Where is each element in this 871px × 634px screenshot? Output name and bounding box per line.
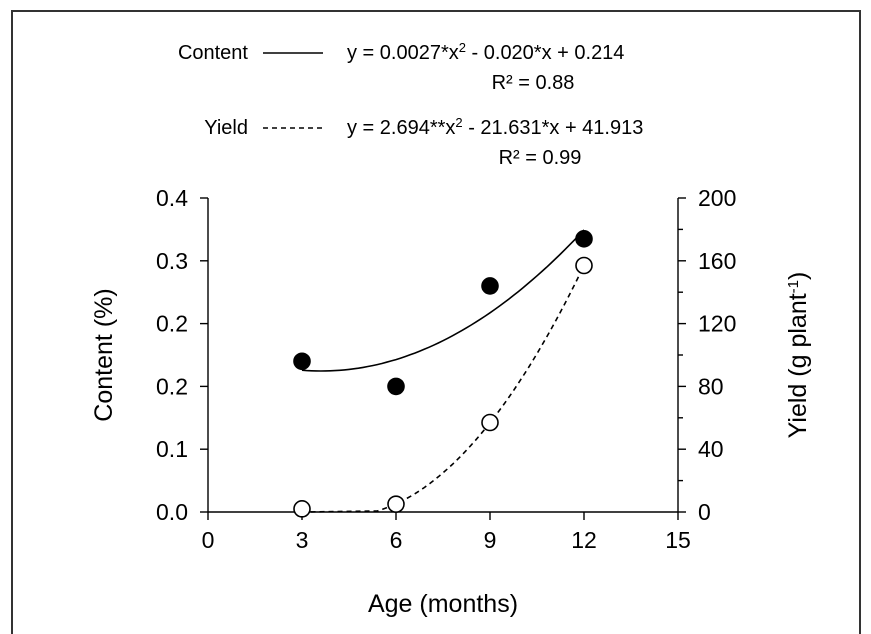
- legend-label-content: Content: [178, 42, 248, 64]
- legend-r2-yield: R² = 0.99: [499, 147, 582, 169]
- x-ticks: 0 3 6 9 12 15: [202, 512, 691, 553]
- legend-entry-yield: Yield y = 2.694**x2 - 21.631*x + 41.913 …: [204, 115, 643, 170]
- x-tick-label: 6: [390, 527, 403, 553]
- point-content: [387, 377, 405, 396]
- fit-line-yield: [301, 265, 585, 513]
- figure-border: [11, 10, 861, 634]
- fit-lines: [301, 229, 585, 513]
- x-axis-title: Age (months): [368, 590, 518, 618]
- right-tick-label: 40: [698, 436, 724, 462]
- point-content: [293, 352, 311, 371]
- x-tick-label: 12: [571, 527, 597, 553]
- left-tick-label: 0.0: [156, 499, 188, 525]
- legend-entry-content: Content y = 0.0027*x2 - 0.020*x + 0.214 …: [178, 40, 625, 95]
- right-ticks: 0 40 80 120 160 200: [678, 185, 736, 525]
- left-tick-label: 0.4: [156, 185, 188, 211]
- left-tick-label: 0.3: [156, 248, 188, 274]
- legend-r2-content: R² = 0.88: [492, 72, 575, 94]
- x-tick-label: 9: [484, 527, 497, 553]
- point-yield: [293, 500, 311, 518]
- left-axis-title: Content (%): [90, 288, 118, 421]
- point-content: [575, 230, 593, 248]
- right-tick-label: 0: [698, 499, 711, 525]
- legend-equation-content: y = 0.0027*x2 - 0.020*x + 0.214: [347, 40, 624, 65]
- right-tick-label: 80: [698, 373, 724, 399]
- right-tick-label: 120: [698, 311, 736, 337]
- point-yield: [575, 256, 593, 275]
- fit-line-content: [301, 229, 585, 372]
- left-tick-label: 0.2: [156, 373, 188, 399]
- legend: Content y = 0.0027*x2 - 0.020*x + 0.214 …: [178, 40, 643, 170]
- left-tick-label: 0.2: [156, 311, 188, 337]
- point-yield: [387, 495, 405, 513]
- legend-label-yield: Yield: [204, 117, 248, 139]
- x-tick-label: 3: [296, 527, 309, 553]
- x-tick-label: 0: [202, 527, 215, 553]
- point-content: [481, 277, 499, 295]
- right-axis-title: Yield (g plant-1): [784, 272, 812, 439]
- point-yield: [481, 413, 499, 432]
- legend-equation-yield: y = 2.694**x2 - 21.631*x + 41.913: [347, 115, 643, 140]
- right-tick-label: 160: [698, 248, 736, 274]
- left-ticks: 0.0 0.1 0.2 0.2 0.3 0.4: [156, 185, 208, 525]
- left-tick-label: 0.1: [156, 436, 188, 462]
- x-tick-label: 15: [665, 527, 691, 553]
- data-points: [293, 230, 593, 518]
- right-tick-label: 200: [698, 185, 736, 211]
